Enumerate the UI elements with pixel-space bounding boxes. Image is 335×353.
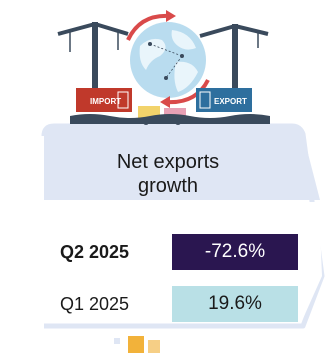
card-border — [41, 123, 325, 329]
import-container-icon: IMPORT — [76, 88, 132, 112]
bottom-marker — [128, 336, 144, 353]
card-title: Net exports growth — [60, 150, 276, 198]
period-label: Q1 2025 — [60, 294, 130, 314]
card-header-band — [44, 126, 320, 200]
value-badge: 19.6% — [172, 286, 298, 322]
value-badge: -72.6% — [172, 234, 298, 270]
crane-right-icon — [199, 24, 269, 96]
card-title-line1: Net exports — [116, 151, 220, 173]
card-title-line2: growth — [137, 175, 199, 197]
export-label: EXPORT — [214, 97, 247, 106]
row-q1-2025: Q1 2025 19.6% — [60, 286, 300, 322]
bottom-dot — [114, 338, 120, 344]
export-container-icon: EXPORT — [196, 88, 252, 112]
trade-illustration: IMPORT EXPORT — [57, 10, 270, 125]
import-label: IMPORT — [90, 97, 121, 106]
globe-icon — [130, 22, 206, 98]
period-label: Q2 2025 — [60, 242, 130, 262]
bottom-marker-secondary — [148, 340, 160, 353]
ground-band — [70, 114, 270, 124]
cycle-arrows-icon — [126, 10, 210, 108]
row-q2-2025: Q2 2025 -72.6% — [60, 234, 300, 270]
crane-left-icon — [57, 22, 129, 96]
